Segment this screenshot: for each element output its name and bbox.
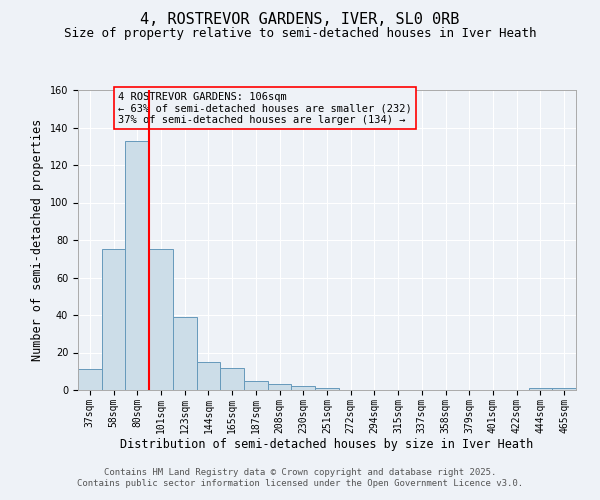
Bar bbox=[292, 386, 315, 390]
Y-axis label: Number of semi-detached properties: Number of semi-detached properties bbox=[31, 119, 44, 361]
Text: 4, ROSTREVOR GARDENS, IVER, SL0 0RB: 4, ROSTREVOR GARDENS, IVER, SL0 0RB bbox=[140, 12, 460, 28]
Bar bbox=[244, 380, 268, 390]
Bar bbox=[125, 140, 149, 390]
Text: Size of property relative to semi-detached houses in Iver Heath: Size of property relative to semi-detach… bbox=[64, 28, 536, 40]
Bar bbox=[268, 384, 292, 390]
Bar bbox=[220, 368, 244, 390]
Bar bbox=[78, 370, 102, 390]
Bar bbox=[173, 317, 197, 390]
X-axis label: Distribution of semi-detached houses by size in Iver Heath: Distribution of semi-detached houses by … bbox=[121, 438, 533, 452]
Text: 4 ROSTREVOR GARDENS: 106sqm
← 63% of semi-detached houses are smaller (232)
37% : 4 ROSTREVOR GARDENS: 106sqm ← 63% of sem… bbox=[118, 92, 412, 124]
Bar bbox=[552, 388, 576, 390]
Bar bbox=[197, 362, 220, 390]
Bar bbox=[529, 388, 552, 390]
Text: Contains HM Land Registry data © Crown copyright and database right 2025.
Contai: Contains HM Land Registry data © Crown c… bbox=[77, 468, 523, 487]
Bar bbox=[315, 388, 339, 390]
Bar bbox=[102, 250, 125, 390]
Bar bbox=[149, 250, 173, 390]
